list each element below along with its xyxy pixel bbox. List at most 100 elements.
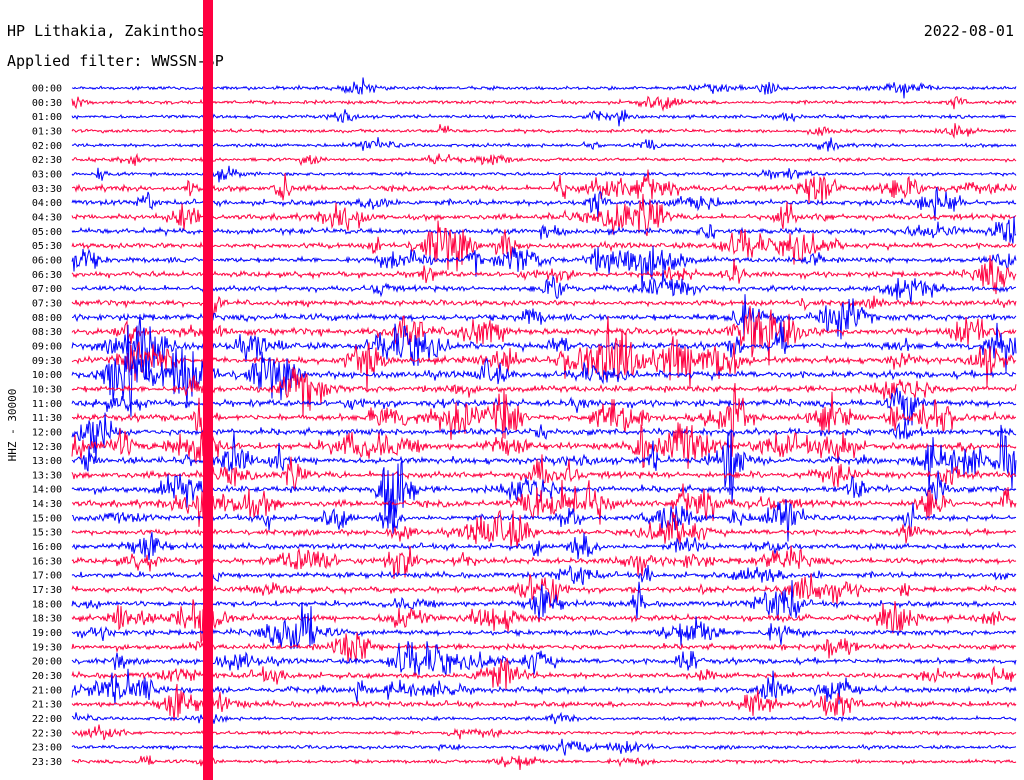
trace-line xyxy=(71,601,1017,650)
time-label: 06:00 xyxy=(32,255,62,266)
trace-line xyxy=(71,220,1017,272)
trace-line xyxy=(71,532,1017,561)
time-label: 17:30 xyxy=(32,585,62,596)
trace-line xyxy=(71,459,1017,528)
trace-line xyxy=(71,422,1017,469)
time-label: 07:00 xyxy=(32,284,62,295)
trace-line xyxy=(71,593,1017,654)
trace-line xyxy=(71,454,1017,491)
time-label: 00:30 xyxy=(32,98,62,109)
time-label: 02:00 xyxy=(32,141,62,152)
filter-label: Applied filter: WWSSN-SP xyxy=(7,52,224,70)
date-label: 2022-08-01 xyxy=(924,22,1014,40)
time-label: 11:30 xyxy=(32,413,62,424)
trace-line xyxy=(71,193,1017,237)
trace-line xyxy=(71,668,1017,705)
trace-line xyxy=(71,657,1017,691)
trace-line xyxy=(71,724,1017,741)
trace-line xyxy=(71,165,1017,183)
time-label: 22:30 xyxy=(32,728,62,739)
time-label: 17:00 xyxy=(32,571,62,582)
y-axis-label: HHZ - 30000 xyxy=(6,389,19,462)
time-label: 10:30 xyxy=(32,384,62,395)
trace-line xyxy=(71,738,1017,756)
trace-line xyxy=(71,316,1017,393)
trace-line xyxy=(71,324,1017,417)
time-label: 21:30 xyxy=(32,700,62,711)
trace-line xyxy=(71,269,1017,305)
trace-line xyxy=(71,632,1017,663)
time-label: 08:30 xyxy=(32,327,62,338)
time-label: 18:00 xyxy=(32,599,62,610)
time-label: 15:30 xyxy=(32,528,62,539)
event-band xyxy=(203,0,213,780)
time-label: 11:00 xyxy=(32,399,62,410)
time-label: 13:30 xyxy=(32,470,62,481)
time-label: 23:00 xyxy=(32,743,62,754)
time-label: 19:00 xyxy=(32,628,62,639)
trace-line xyxy=(71,305,1017,366)
time-label: 14:00 xyxy=(32,485,62,496)
trace-line xyxy=(71,245,1017,289)
time-label: 09:30 xyxy=(32,356,62,367)
time-label: 10:00 xyxy=(32,370,62,381)
time-label: 18:30 xyxy=(32,614,62,625)
time-label: 16:00 xyxy=(32,542,62,553)
trace-line xyxy=(71,314,1017,380)
trace-line xyxy=(71,708,1017,725)
trace-line xyxy=(71,412,1017,463)
time-label: 12:00 xyxy=(32,427,62,438)
time-label: 08:00 xyxy=(32,313,62,324)
trace-line xyxy=(71,169,1017,205)
trace-line xyxy=(71,137,1017,152)
trace-line xyxy=(71,77,1017,99)
trace-line xyxy=(71,109,1016,127)
time-label: 12:30 xyxy=(32,442,62,453)
time-label: 09:00 xyxy=(32,341,62,352)
time-label: 04:00 xyxy=(32,198,62,209)
trace-line xyxy=(71,187,1017,221)
trace-line xyxy=(71,545,1017,580)
time-label: 20:00 xyxy=(32,657,62,668)
trace-line xyxy=(71,255,1017,295)
time-label: 23:30 xyxy=(32,757,62,768)
time-labels: 00:00 00:30 01:00 01:30 02:00 02:30 03:00 03:30… xyxy=(32,84,62,769)
trace-line xyxy=(71,290,1017,317)
trace-line xyxy=(71,641,1017,676)
time-label: 14:30 xyxy=(32,499,62,510)
time-label: 22:00 xyxy=(32,714,62,725)
trace-line xyxy=(71,216,1017,244)
time-label: 05:00 xyxy=(32,227,62,238)
trace-line xyxy=(71,95,1017,112)
time-label: 06:30 xyxy=(32,270,62,281)
time-label: 19:30 xyxy=(32,642,62,653)
time-label: 01:00 xyxy=(32,112,62,123)
time-label: 13:00 xyxy=(32,456,62,467)
trace-line xyxy=(71,573,1017,608)
trace-line xyxy=(71,123,1017,140)
trace-line xyxy=(71,383,1017,457)
time-label: 16:30 xyxy=(32,556,62,567)
time-label: 05:30 xyxy=(32,241,62,252)
time-label: 20:30 xyxy=(32,671,62,682)
time-label: 07:30 xyxy=(32,298,62,309)
trace-line xyxy=(71,580,1017,621)
trace-line xyxy=(71,509,1016,549)
trace-line xyxy=(71,424,1017,503)
time-label: 03:30 xyxy=(32,184,62,195)
trace-line xyxy=(71,367,1017,417)
time-label: 21:00 xyxy=(32,685,62,696)
trace-line xyxy=(71,152,1017,167)
time-label: 02:30 xyxy=(32,155,62,166)
station-title: HP Lithakia, Zakinthos xyxy=(7,22,206,40)
trace-line xyxy=(71,683,1017,722)
time-label: 00:00 xyxy=(32,84,62,95)
time-label: 04:30 xyxy=(32,212,62,223)
time-label: 01:30 xyxy=(32,126,62,137)
trace-line xyxy=(71,564,1017,586)
trace-line xyxy=(71,498,1017,542)
trace-line xyxy=(71,294,1017,340)
time-label: 15:00 xyxy=(32,513,62,524)
trace-line xyxy=(71,754,1017,771)
